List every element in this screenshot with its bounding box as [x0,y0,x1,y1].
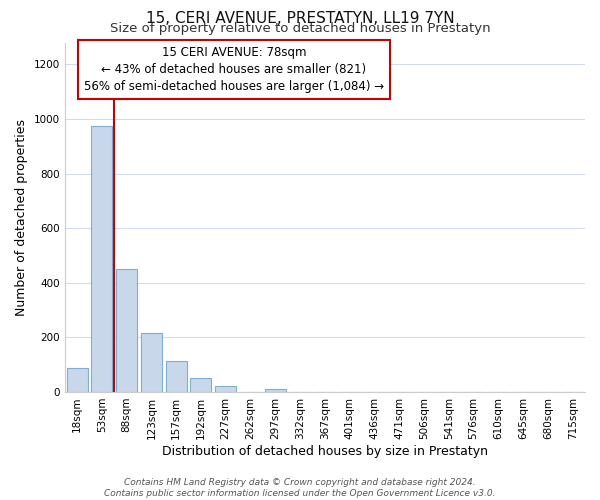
Bar [215,386,236,392]
Bar [265,389,286,392]
Text: Size of property relative to detached houses in Prestatyn: Size of property relative to detached ho… [110,22,490,35]
X-axis label: Distribution of detached houses by size in Prestatyn: Distribution of detached houses by size … [162,444,488,458]
Bar [141,334,162,392]
Bar [91,126,112,392]
Text: 15, CERI AVENUE, PRESTATYN, LL19 7YN: 15, CERI AVENUE, PRESTATYN, LL19 7YN [146,11,454,26]
Bar [190,378,211,392]
Text: Contains HM Land Registry data © Crown copyright and database right 2024.
Contai: Contains HM Land Registry data © Crown c… [104,478,496,498]
Bar [116,269,137,392]
Text: 15 CERI AVENUE: 78sqm
← 43% of detached houses are smaller (821)
56% of semi-det: 15 CERI AVENUE: 78sqm ← 43% of detached … [84,46,384,93]
Y-axis label: Number of detached properties: Number of detached properties [15,118,28,316]
Bar [166,360,187,392]
Bar [67,368,88,392]
